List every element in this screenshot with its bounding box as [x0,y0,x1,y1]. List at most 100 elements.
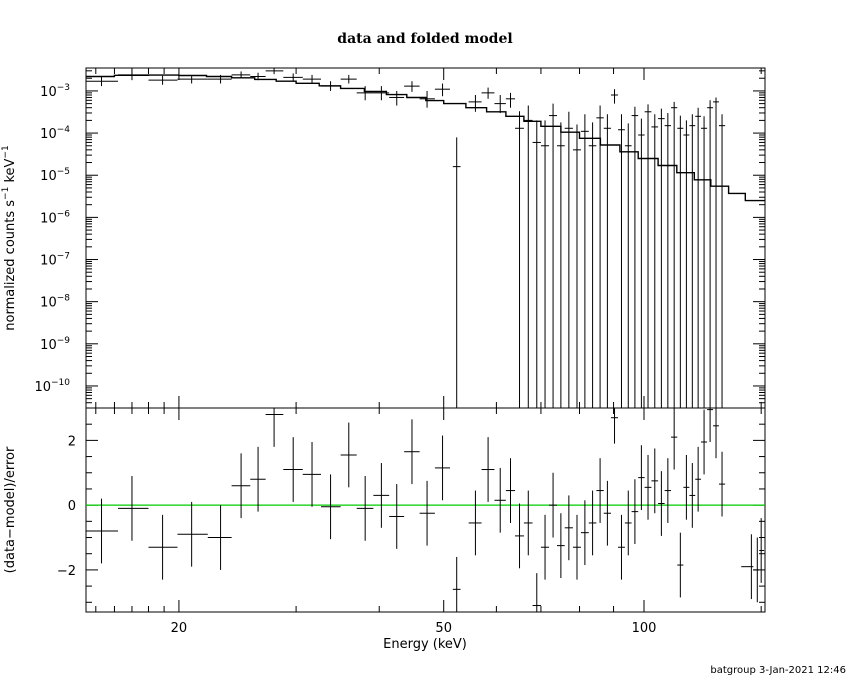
residual-point [356,476,374,541]
residual-point [713,408,719,459]
data-point [658,108,665,408]
data-point [707,100,714,408]
data-point [419,90,435,108]
data-point [452,137,461,408]
residual-point [644,454,652,520]
folded-model-line [86,74,765,202]
y-tick-base: 10 [40,211,57,226]
residual-point [564,495,573,561]
y-axis-label-sup1: −1 [1,187,11,200]
residual-point [677,532,684,598]
data-point [564,111,573,408]
data-point [618,114,625,408]
y-tick-label: 10−8 [40,294,70,311]
data-point [596,105,604,408]
x-tick-label: 100 [632,621,657,636]
residual-point [505,458,516,523]
residual-point [340,422,357,488]
data-point [683,120,690,408]
data-point [588,122,597,408]
residual-point [741,534,754,600]
residual-point [753,537,760,603]
x-axis: 20 50 100 [95,68,762,636]
y-tick-base: 10 [40,254,57,269]
data-point [713,97,719,408]
data-point [468,95,482,112]
data-point [671,101,678,408]
y-tick-exponent: −7 [57,252,70,262]
y-tick-label: 10−7 [40,252,70,269]
residual-point [302,442,321,507]
residual-point [177,501,208,567]
data-point [572,124,581,408]
x-axis-label: Energy (keV) [383,637,467,652]
residual-point [631,479,639,544]
residual-point [494,467,506,533]
residual-point [610,408,619,444]
data-point [540,120,550,408]
residual-point [373,463,390,528]
residual-point [320,474,341,540]
residual-point [618,514,625,580]
y-tick-exponent: −8 [57,294,71,304]
data-point [644,104,652,408]
residual-point [695,446,701,512]
footer-stamp: batgroup 3-Jan-2021 12:46 [710,665,846,676]
data-point [610,89,619,104]
residual-point [481,437,495,502]
residual-point [532,573,541,612]
data-point [231,71,251,79]
data-point [389,90,405,106]
y-tick-exponent: −4 [57,125,71,135]
data-point [677,115,684,408]
data-point [302,74,321,84]
residual-point [596,458,604,523]
residual-point [700,409,708,475]
residual-point [638,445,645,510]
y-tick-base: 10 [40,338,57,353]
data-point [404,81,420,92]
residual-point [523,490,533,556]
y-tick-exponent: −3 [57,83,70,93]
residual-point [231,453,251,519]
y-tick-exponent: −6 [57,209,71,219]
y-axis-label-top: normalized counts s−1 keV−1 [1,145,18,330]
residual-point [404,419,420,485]
y-tick-base: 10 [40,169,57,184]
data-point [356,86,374,101]
x-tick-label: 20 [171,621,188,636]
residual-point [86,498,119,564]
residual-point [658,471,665,536]
residual-point [515,503,524,569]
residual-point [664,458,672,523]
data-point [481,87,495,99]
y-tick-label: 10−3 [40,83,70,100]
data-point [664,112,672,408]
residual-y-tick-label: −2 [57,564,76,579]
y-tick-label: 10−10 [34,378,70,395]
residual-point [556,513,565,578]
residual-point [118,476,149,541]
data-point [549,103,557,408]
residual-point [572,514,581,580]
data-point [631,106,639,408]
residual-point [148,514,178,580]
residual-point [265,408,284,447]
residual-point [707,408,714,442]
residual-point [651,448,659,514]
residual-point [250,446,266,512]
residual-point [588,490,597,556]
data-point [265,68,284,75]
residual-point [759,518,765,583]
chart-title: data and folded model [337,31,512,47]
x-tick-label: 50 [435,621,452,636]
data-point [515,111,524,408]
residual-point [624,490,632,556]
y-tick-exponent: −5 [57,167,70,177]
data-point [148,75,178,85]
data-point [651,114,659,408]
data-point [556,122,565,408]
data-point [695,107,701,408]
residual-points [86,408,765,612]
